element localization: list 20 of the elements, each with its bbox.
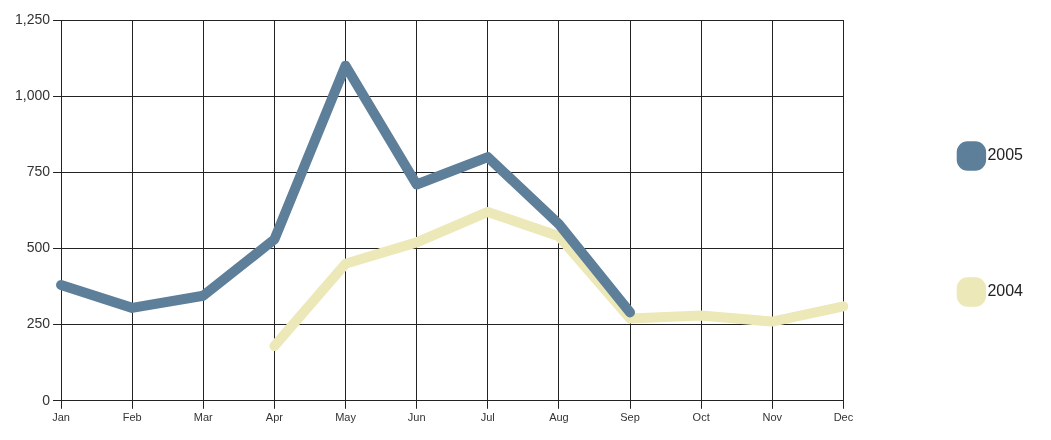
x-tick-label: Jun [407, 411, 426, 424]
legend-label: 2004 [987, 282, 1024, 300]
x-tick-label: Feb [122, 411, 142, 424]
x-tick-label: Apr [265, 411, 284, 424]
x-tick-label: Sep [620, 411, 640, 424]
y-tick-label: 500 [26, 239, 51, 256]
x-tick-label: Dec [833, 411, 854, 424]
x-tick-label: Oct [692, 411, 710, 424]
x-tick-label: May [335, 411, 357, 424]
x-tick-label: Mar [193, 411, 214, 424]
x-tick-label: Nov [762, 411, 783, 424]
y-tick-label: 750 [26, 163, 51, 180]
y-tick-label: 1,000 [14, 87, 51, 104]
x-tick-label: Jan [52, 411, 70, 424]
legend-label: 2005 [987, 146, 1024, 164]
y-tick-label: 1,250 [14, 10, 51, 27]
x-tick-label: Aug [549, 411, 569, 424]
x-tick-label: Jul [480, 411, 495, 424]
y-tick-label: 250 [26, 315, 51, 332]
y-tick-label: 0 [42, 391, 51, 408]
